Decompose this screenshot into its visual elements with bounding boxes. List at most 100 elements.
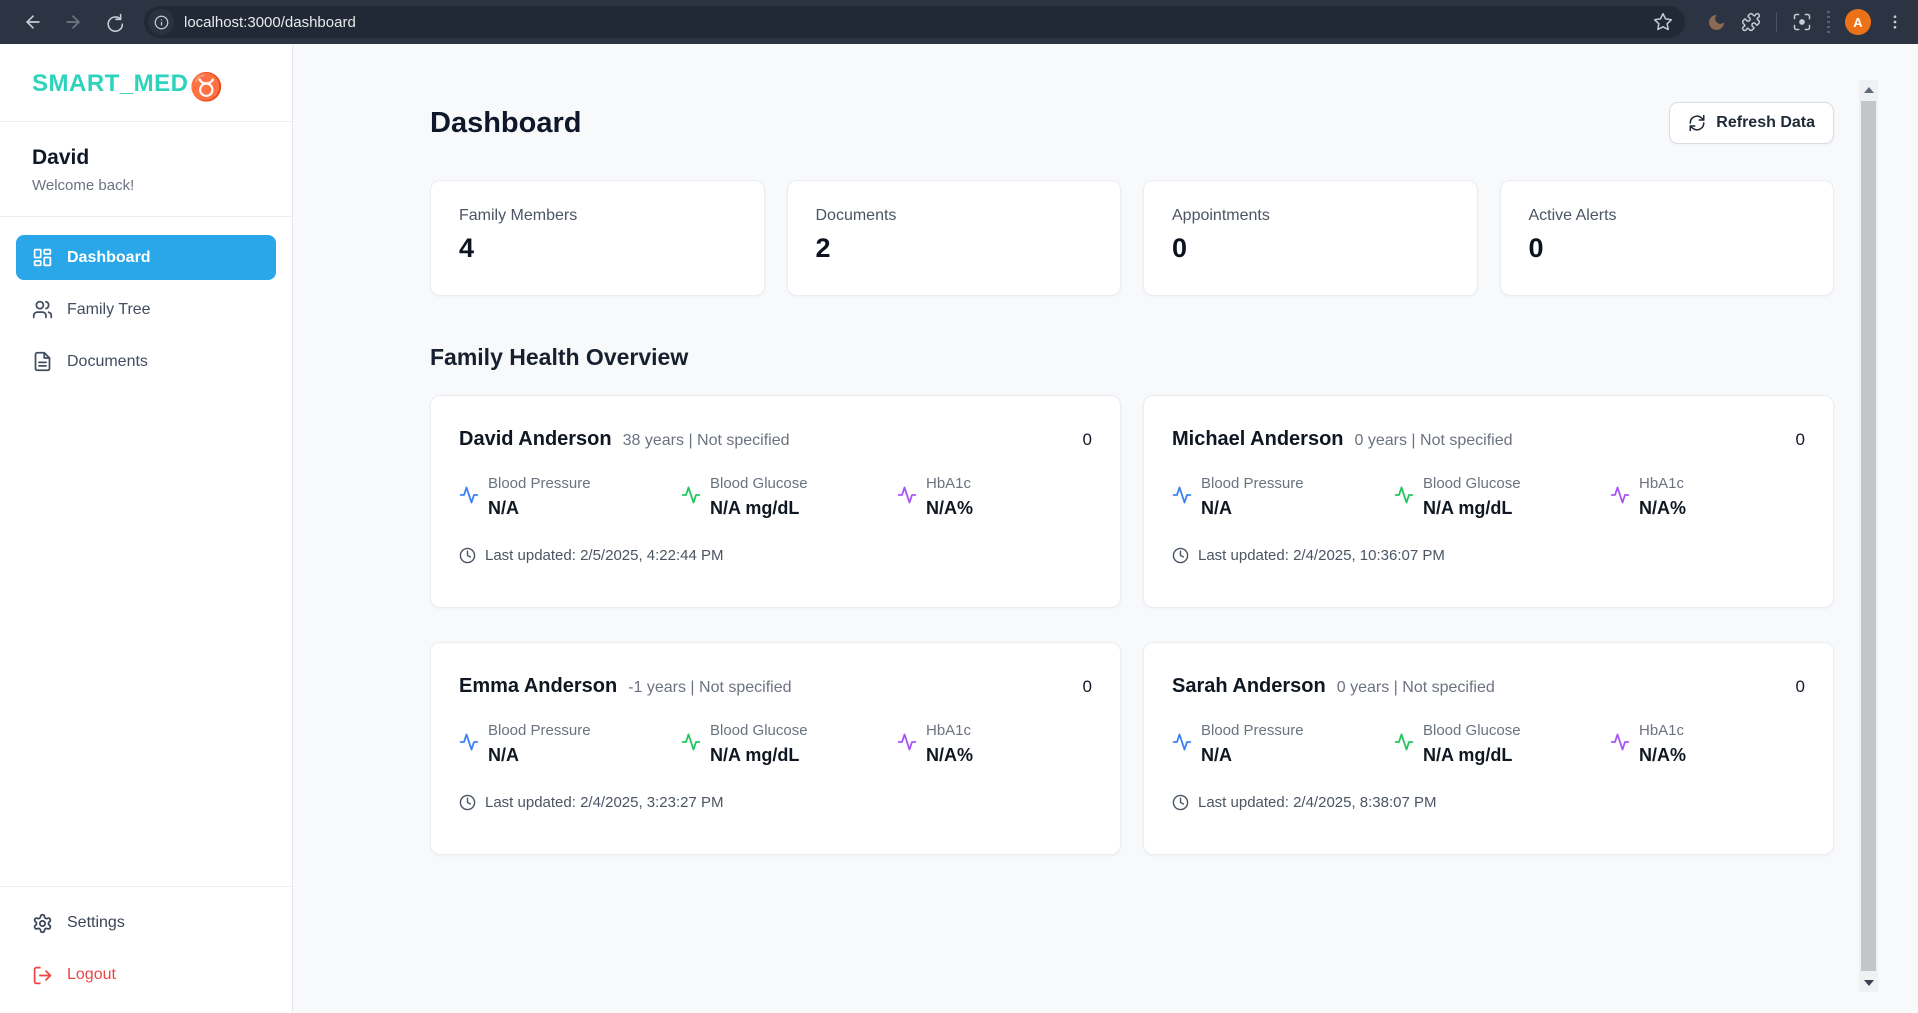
activity-icon (681, 733, 701, 751)
bookmark-star-icon[interactable] (1653, 12, 1673, 32)
stat-label: Active Alerts (1528, 207, 1617, 224)
metric-hba1c: HbA1c N/A% (1610, 475, 1805, 519)
url-text[interactable]: localhost:3000/dashboard (184, 13, 356, 31)
metric-label: Blood Pressure (1201, 722, 1304, 739)
metric-blood-pressure: Blood Pressure N/A (1172, 475, 1394, 519)
activity-icon (1172, 486, 1192, 504)
logout-icon (33, 966, 52, 984)
member-card: David Anderson 38 years | Not specified … (430, 395, 1121, 608)
last-updated-row: Last updated: 2/4/2025, 8:38:07 PM (1172, 794, 1805, 811)
logout-button[interactable]: Logout (16, 953, 276, 997)
forward-button[interactable] (56, 5, 90, 39)
member-alert-count: 0 (1082, 430, 1092, 449)
stat-value: 2 (815, 233, 831, 263)
back-button[interactable] (16, 5, 50, 39)
stat-label: Appointments (1172, 207, 1270, 224)
sidebar-nav: Dashboard Family Tree Documents (0, 217, 292, 402)
metric-label: Blood Glucose (710, 722, 808, 739)
last-updated-row: Last updated: 2/4/2025, 3:23:27 PM (459, 794, 1092, 811)
sidebar-item-dashboard[interactable]: Dashboard (16, 235, 276, 280)
site-info-button[interactable] (148, 9, 174, 35)
activity-icon (1394, 486, 1414, 504)
dark-mode-moon-icon[interactable] (1707, 13, 1726, 32)
screen-capture-icon[interactable] (1792, 12, 1812, 32)
scrollbar-down-arrow[interactable] (1859, 973, 1878, 992)
metric-label: Blood Pressure (488, 475, 591, 492)
browser-menu-dots-icon[interactable] (1886, 13, 1904, 31)
metric-hba1c: HbA1c N/A% (1610, 722, 1805, 766)
address-bar[interactable]: localhost:3000/dashboard (144, 6, 1685, 38)
sidebar-item-documents[interactable]: Documents (16, 339, 276, 384)
activity-icon (897, 486, 917, 504)
metric-value: N/A% (926, 745, 974, 765)
member-name: Emma Anderson (459, 675, 618, 697)
scrollbar-up-arrow[interactable] (1859, 80, 1878, 99)
member-name: Sarah Anderson (1172, 675, 1326, 697)
metric-value: N/A% (926, 498, 974, 518)
metric-value: N/A% (1639, 745, 1687, 765)
member-alert-count: 0 (1082, 677, 1092, 696)
metric-value: N/A mg/dL (1423, 745, 1513, 765)
last-updated-row: Last updated: 2/4/2025, 10:36:07 PM (1172, 547, 1805, 564)
refresh-icon (1689, 114, 1705, 132)
app-logo: SMART_MED ♉ (32, 70, 260, 101)
refresh-data-button[interactable]: Refresh Data (1669, 102, 1834, 144)
last-updated-row: Last updated: 2/5/2025, 4:22:44 PM (459, 547, 1092, 564)
dashboard-grid-icon (33, 248, 52, 267)
stat-label: Documents (815, 207, 897, 224)
logo-block: SMART_MED ♉ (0, 44, 292, 122)
scrollbar[interactable] (1859, 80, 1878, 992)
extensions-puzzle-icon[interactable] (1741, 12, 1761, 32)
sidebar-item-label: Dashboard (67, 248, 151, 266)
users-icon (32, 300, 53, 319)
reload-button[interactable] (96, 5, 130, 39)
metric-value: N/A% (1639, 498, 1687, 518)
welcome-text: Welcome back! (32, 177, 135, 194)
activity-icon (459, 486, 479, 504)
metric-blood-glucose: Blood Glucose N/A mg/dL (681, 722, 897, 766)
settings-label: Settings (67, 914, 125, 931)
activity-icon (1172, 733, 1192, 751)
members-grid: David Anderson 38 years | Not specified … (430, 395, 1834, 855)
activity-icon (681, 486, 701, 504)
clock-icon (459, 547, 476, 564)
user-name: David (32, 146, 90, 169)
section-title-family-health-overview: Family Health Overview (430, 344, 689, 370)
clock-icon (1172, 547, 1189, 564)
scrollbar-thumb[interactable] (1861, 101, 1876, 971)
metric-value: N/A (1201, 745, 1232, 765)
stat-card-documents: Documents 2 (786, 180, 1121, 296)
member-meta: 38 years | Not specified (622, 432, 790, 449)
logout-label: Logout (67, 966, 116, 983)
member-card: Emma Anderson -1 years | Not specified 0… (430, 642, 1121, 855)
main-content: Dashboard Refresh Data Family Members 4 … (293, 44, 1918, 1013)
metric-label: Blood Glucose (1423, 475, 1521, 492)
metric-blood-glucose: Blood Glucose N/A mg/dL (681, 475, 897, 519)
activity-icon (1610, 733, 1630, 751)
metric-value: N/A mg/dL (710, 745, 800, 765)
sidebar-bottom: Settings Logout (0, 886, 292, 1013)
page-title: Dashboard (430, 106, 582, 139)
member-meta: 0 years | Not specified (1336, 679, 1495, 696)
sidebar-item-label: Family Tree (67, 300, 151, 318)
site-info-icon (154, 15, 168, 29)
activity-icon (1610, 486, 1630, 504)
metric-blood-pressure: Blood Pressure N/A (1172, 722, 1394, 766)
profile-avatar[interactable]: A (1845, 9, 1871, 35)
member-name: David Anderson (459, 428, 612, 450)
last-updated-text: Last updated: 2/4/2025, 3:23:27 PM (485, 794, 724, 811)
member-name: Michael Anderson (1172, 428, 1344, 450)
member-meta: -1 years | Not specified (628, 679, 792, 696)
metric-blood-pressure: Blood Pressure N/A (459, 722, 681, 766)
member-alert-count: 0 (1795, 430, 1805, 449)
activity-icon (459, 733, 479, 751)
logo-taurus-icon: ♉ (189, 72, 224, 102)
sidebar-item-family-tree[interactable]: Family Tree (16, 287, 276, 332)
sidebar-item-label: Documents (67, 352, 148, 370)
settings-button[interactable]: Settings (16, 901, 276, 945)
stat-card-active-alerts: Active Alerts 0 (1499, 180, 1834, 296)
metric-label: HbA1c (926, 722, 972, 739)
sidebar: SMART_MED ♉ David Welcome back! Dashboard… (0, 44, 293, 1013)
metric-value: N/A (1201, 498, 1232, 518)
metric-blood-glucose: Blood Glucose N/A mg/dL (1394, 475, 1610, 519)
